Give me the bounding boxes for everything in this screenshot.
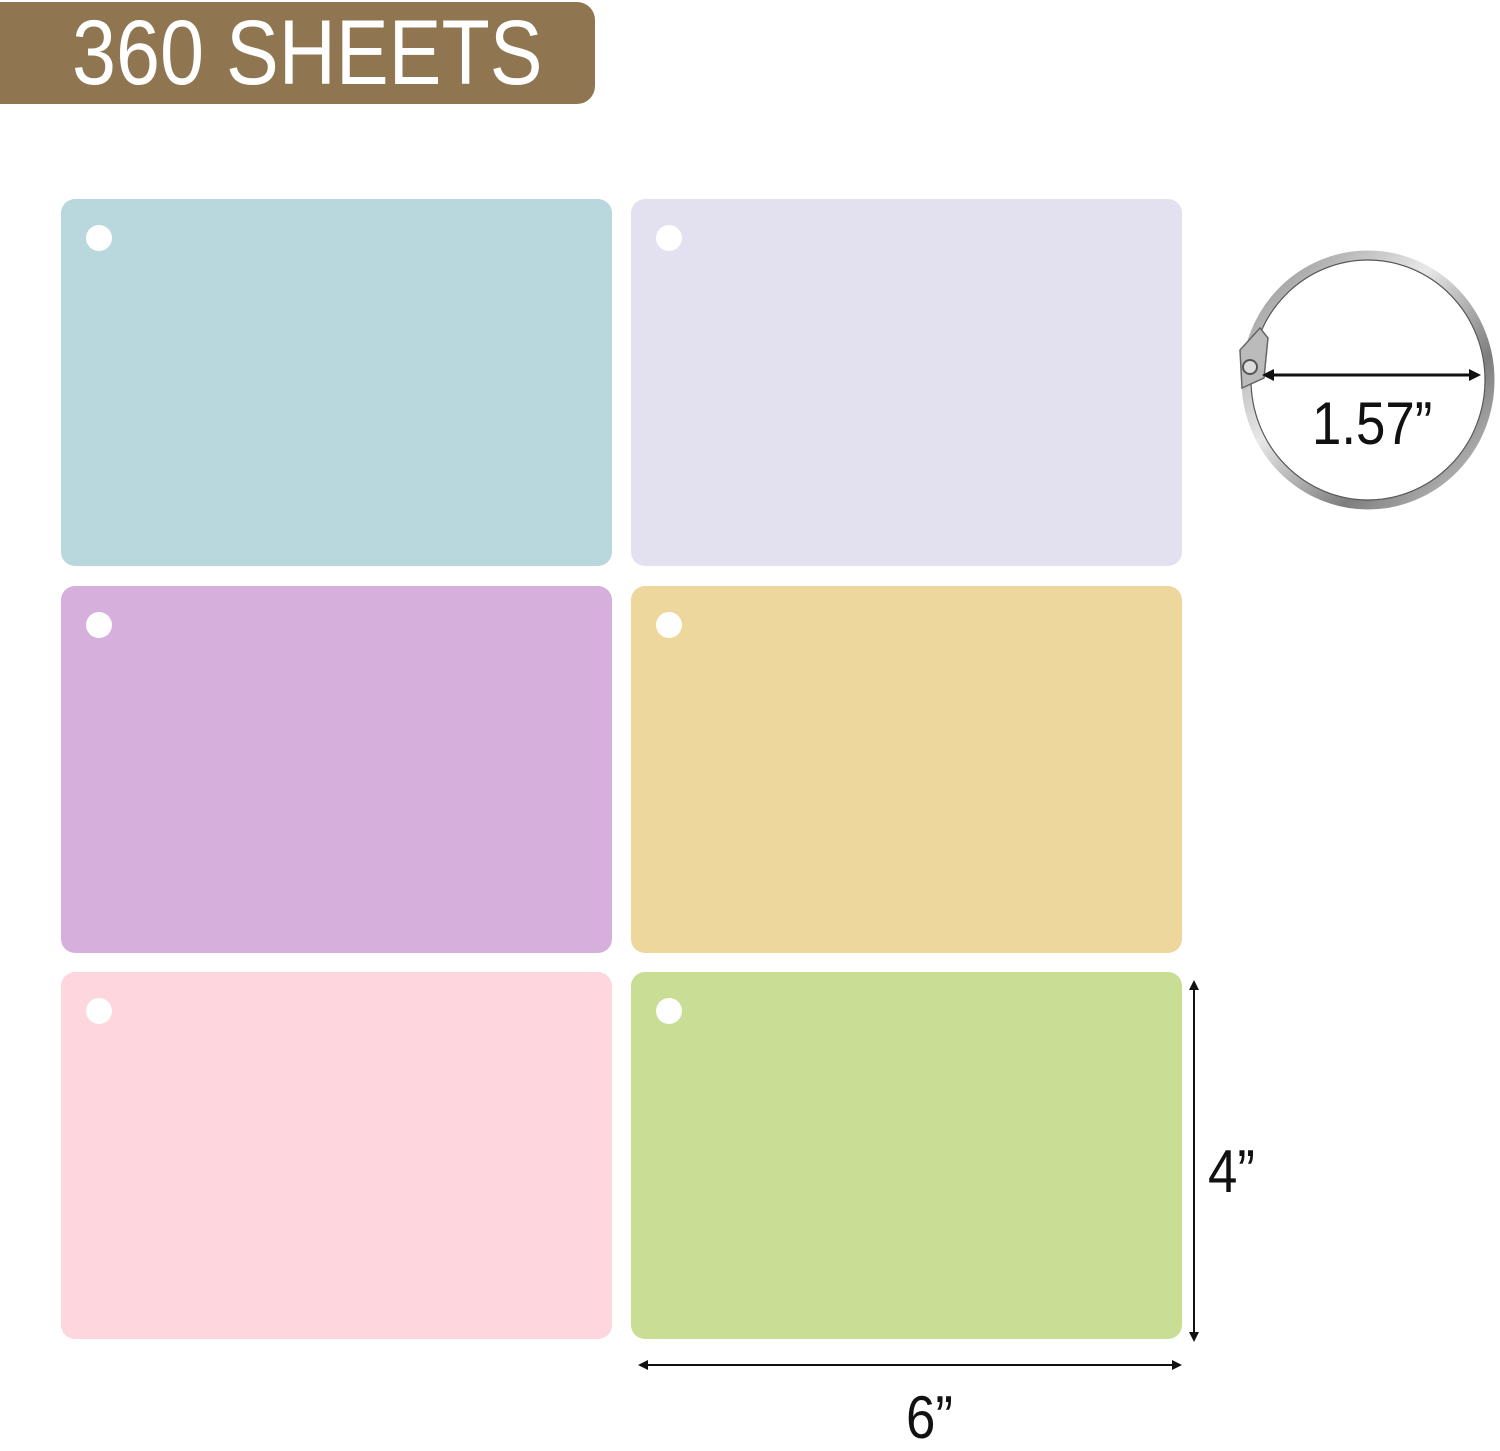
card-purple — [61, 586, 612, 953]
card-height-label: 4” — [1208, 1138, 1255, 1205]
punch-hole — [86, 225, 112, 251]
ring-diameter-arrow — [1262, 369, 1481, 381]
punch-hole — [656, 225, 682, 251]
card-width-label: 6” — [906, 1384, 953, 1451]
card-pink — [61, 972, 612, 1339]
punch-hole — [656, 612, 682, 638]
card-yellow — [631, 586, 1182, 953]
sheet-count-label: 360 SHEETS — [72, 2, 543, 104]
ring-diameter-label: 1.57” — [1312, 390, 1433, 457]
card-lavender — [631, 199, 1182, 566]
height-arrow — [1189, 980, 1199, 1342]
punch-hole — [86, 998, 112, 1024]
card-blue — [61, 199, 612, 566]
width-arrow — [638, 1360, 1182, 1370]
binder-ring-icon — [1239, 250, 1495, 510]
sheet-count-banner: 360 SHEETS — [0, 2, 595, 104]
card-green — [631, 972, 1182, 1339]
punch-hole — [86, 612, 112, 638]
punch-hole — [656, 998, 682, 1024]
